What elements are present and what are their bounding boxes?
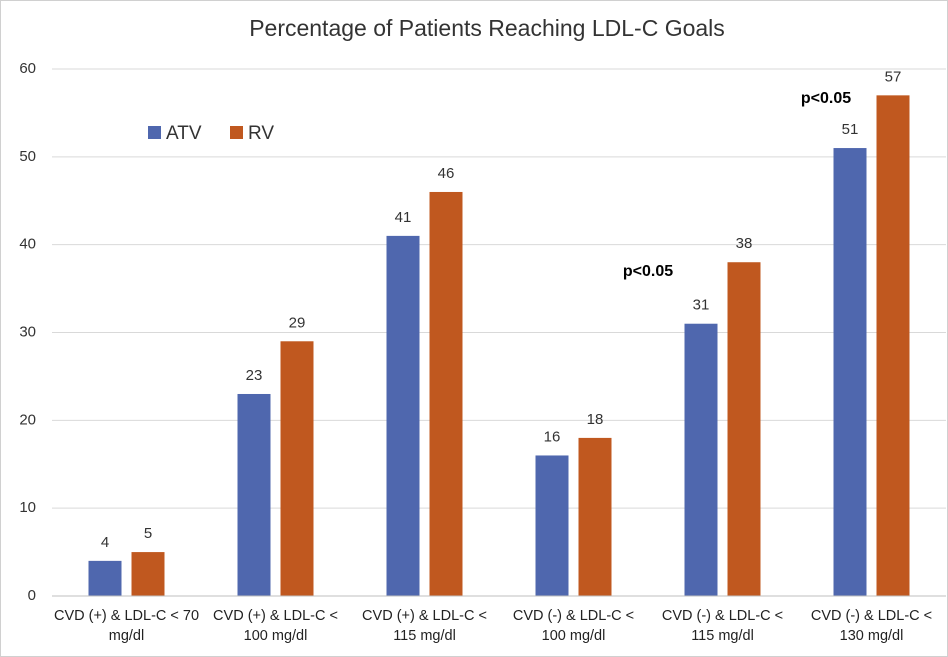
value-label: 57 <box>885 68 902 85</box>
y-tick-label: 20 <box>19 411 36 428</box>
value-label: 51 <box>842 121 859 138</box>
bar <box>833 148 867 597</box>
x-tick-label: CVD (-) & LDL-C < 115 mg/dl <box>661 608 784 644</box>
bar <box>429 191 463 596</box>
y-tick-label: 40 <box>19 236 36 253</box>
y-tick-label: 0 <box>28 587 36 604</box>
legend-label: RV <box>248 123 274 144</box>
bar <box>876 95 910 596</box>
legend-label: ATV <box>166 123 202 144</box>
legend-swatch <box>230 126 243 139</box>
value-label: 41 <box>395 209 412 226</box>
bar <box>684 323 718 596</box>
value-label: 23 <box>246 367 263 384</box>
legend-swatch <box>148 126 161 139</box>
y-tick-label: 10 <box>19 499 36 516</box>
bar <box>237 393 271 596</box>
x-tick-label: CVD (+) & LDL-C < 70 mg/dl <box>53 608 200 644</box>
x-tick-label: CVD (-) & LDL-C < 130 mg/dl <box>810 608 933 644</box>
bar <box>578 437 612 596</box>
value-label: 4 <box>101 534 109 551</box>
value-label: 5 <box>144 525 152 542</box>
annotation: p<0.05 <box>623 263 673 280</box>
y-tick-label: 60 <box>19 60 36 77</box>
y-tick-label: 30 <box>19 323 36 340</box>
annotation: p<0.05 <box>801 90 851 107</box>
value-label: 18 <box>587 411 604 428</box>
value-label: 31 <box>693 297 710 314</box>
bar <box>727 262 761 596</box>
bar <box>535 455 569 596</box>
bar <box>386 235 420 596</box>
chart-title: Percentage of Patients Reaching LDL-C Go… <box>249 15 725 41</box>
y-tick-label: 50 <box>19 148 36 165</box>
x-tick-label: CVD (+) & LDL-C < 115 mg/dl <box>362 608 487 644</box>
x-tick-label: CVD (+) & LDL-C < 100 mg/dl <box>213 608 338 644</box>
value-label: 46 <box>438 165 455 182</box>
bar <box>131 552 165 596</box>
value-label: 16 <box>544 428 561 445</box>
value-label: 29 <box>289 314 306 331</box>
value-label: 38 <box>736 235 753 252</box>
bar <box>280 341 314 596</box>
bar <box>88 560 122 596</box>
x-tick-label: CVD (-) & LDL-C < 100 mg/dl <box>512 608 635 644</box>
